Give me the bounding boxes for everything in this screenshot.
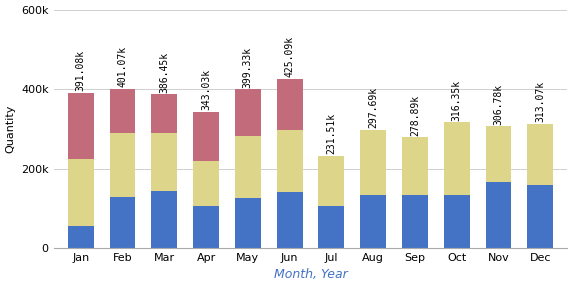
Bar [193,161,219,206]
Bar [109,133,135,197]
Bar [193,206,219,248]
Bar [235,136,261,197]
Text: 306.78k: 306.78k [493,84,504,125]
Text: 401.07k: 401.07k [117,46,128,87]
Bar [68,93,94,159]
Bar [402,195,428,248]
Bar [193,112,219,161]
Bar [68,159,94,226]
Bar [527,124,554,185]
Text: 313.07k: 313.07k [535,81,545,122]
Bar [527,185,554,248]
Bar [402,137,428,195]
Bar [235,197,261,248]
Text: 386.45k: 386.45k [159,52,169,93]
Bar [277,192,303,248]
Bar [277,130,303,192]
Bar [109,89,135,133]
Bar [485,126,512,183]
Bar [109,197,135,248]
Bar [151,94,177,133]
Bar [360,195,386,248]
Text: 231.51k: 231.51k [327,113,336,154]
Text: 278.89k: 278.89k [410,94,420,135]
Text: 297.69k: 297.69k [368,87,378,128]
Text: 399.33k: 399.33k [243,46,253,88]
Bar [151,191,177,248]
Bar [444,195,470,248]
Text: 316.35k: 316.35k [452,79,462,121]
Y-axis label: Quantity: Quantity [6,104,15,153]
Bar [360,130,386,195]
X-axis label: Month, Year: Month, Year [274,268,347,282]
Bar [444,122,470,195]
Bar [319,156,344,206]
Bar [151,133,177,191]
Text: 391.08k: 391.08k [76,50,86,91]
Bar [68,226,94,248]
Text: 425.09k: 425.09k [285,36,295,77]
Bar [319,206,344,248]
Text: 343.03k: 343.03k [201,69,211,110]
Bar [485,183,512,248]
Bar [277,79,303,130]
Bar [235,89,261,136]
